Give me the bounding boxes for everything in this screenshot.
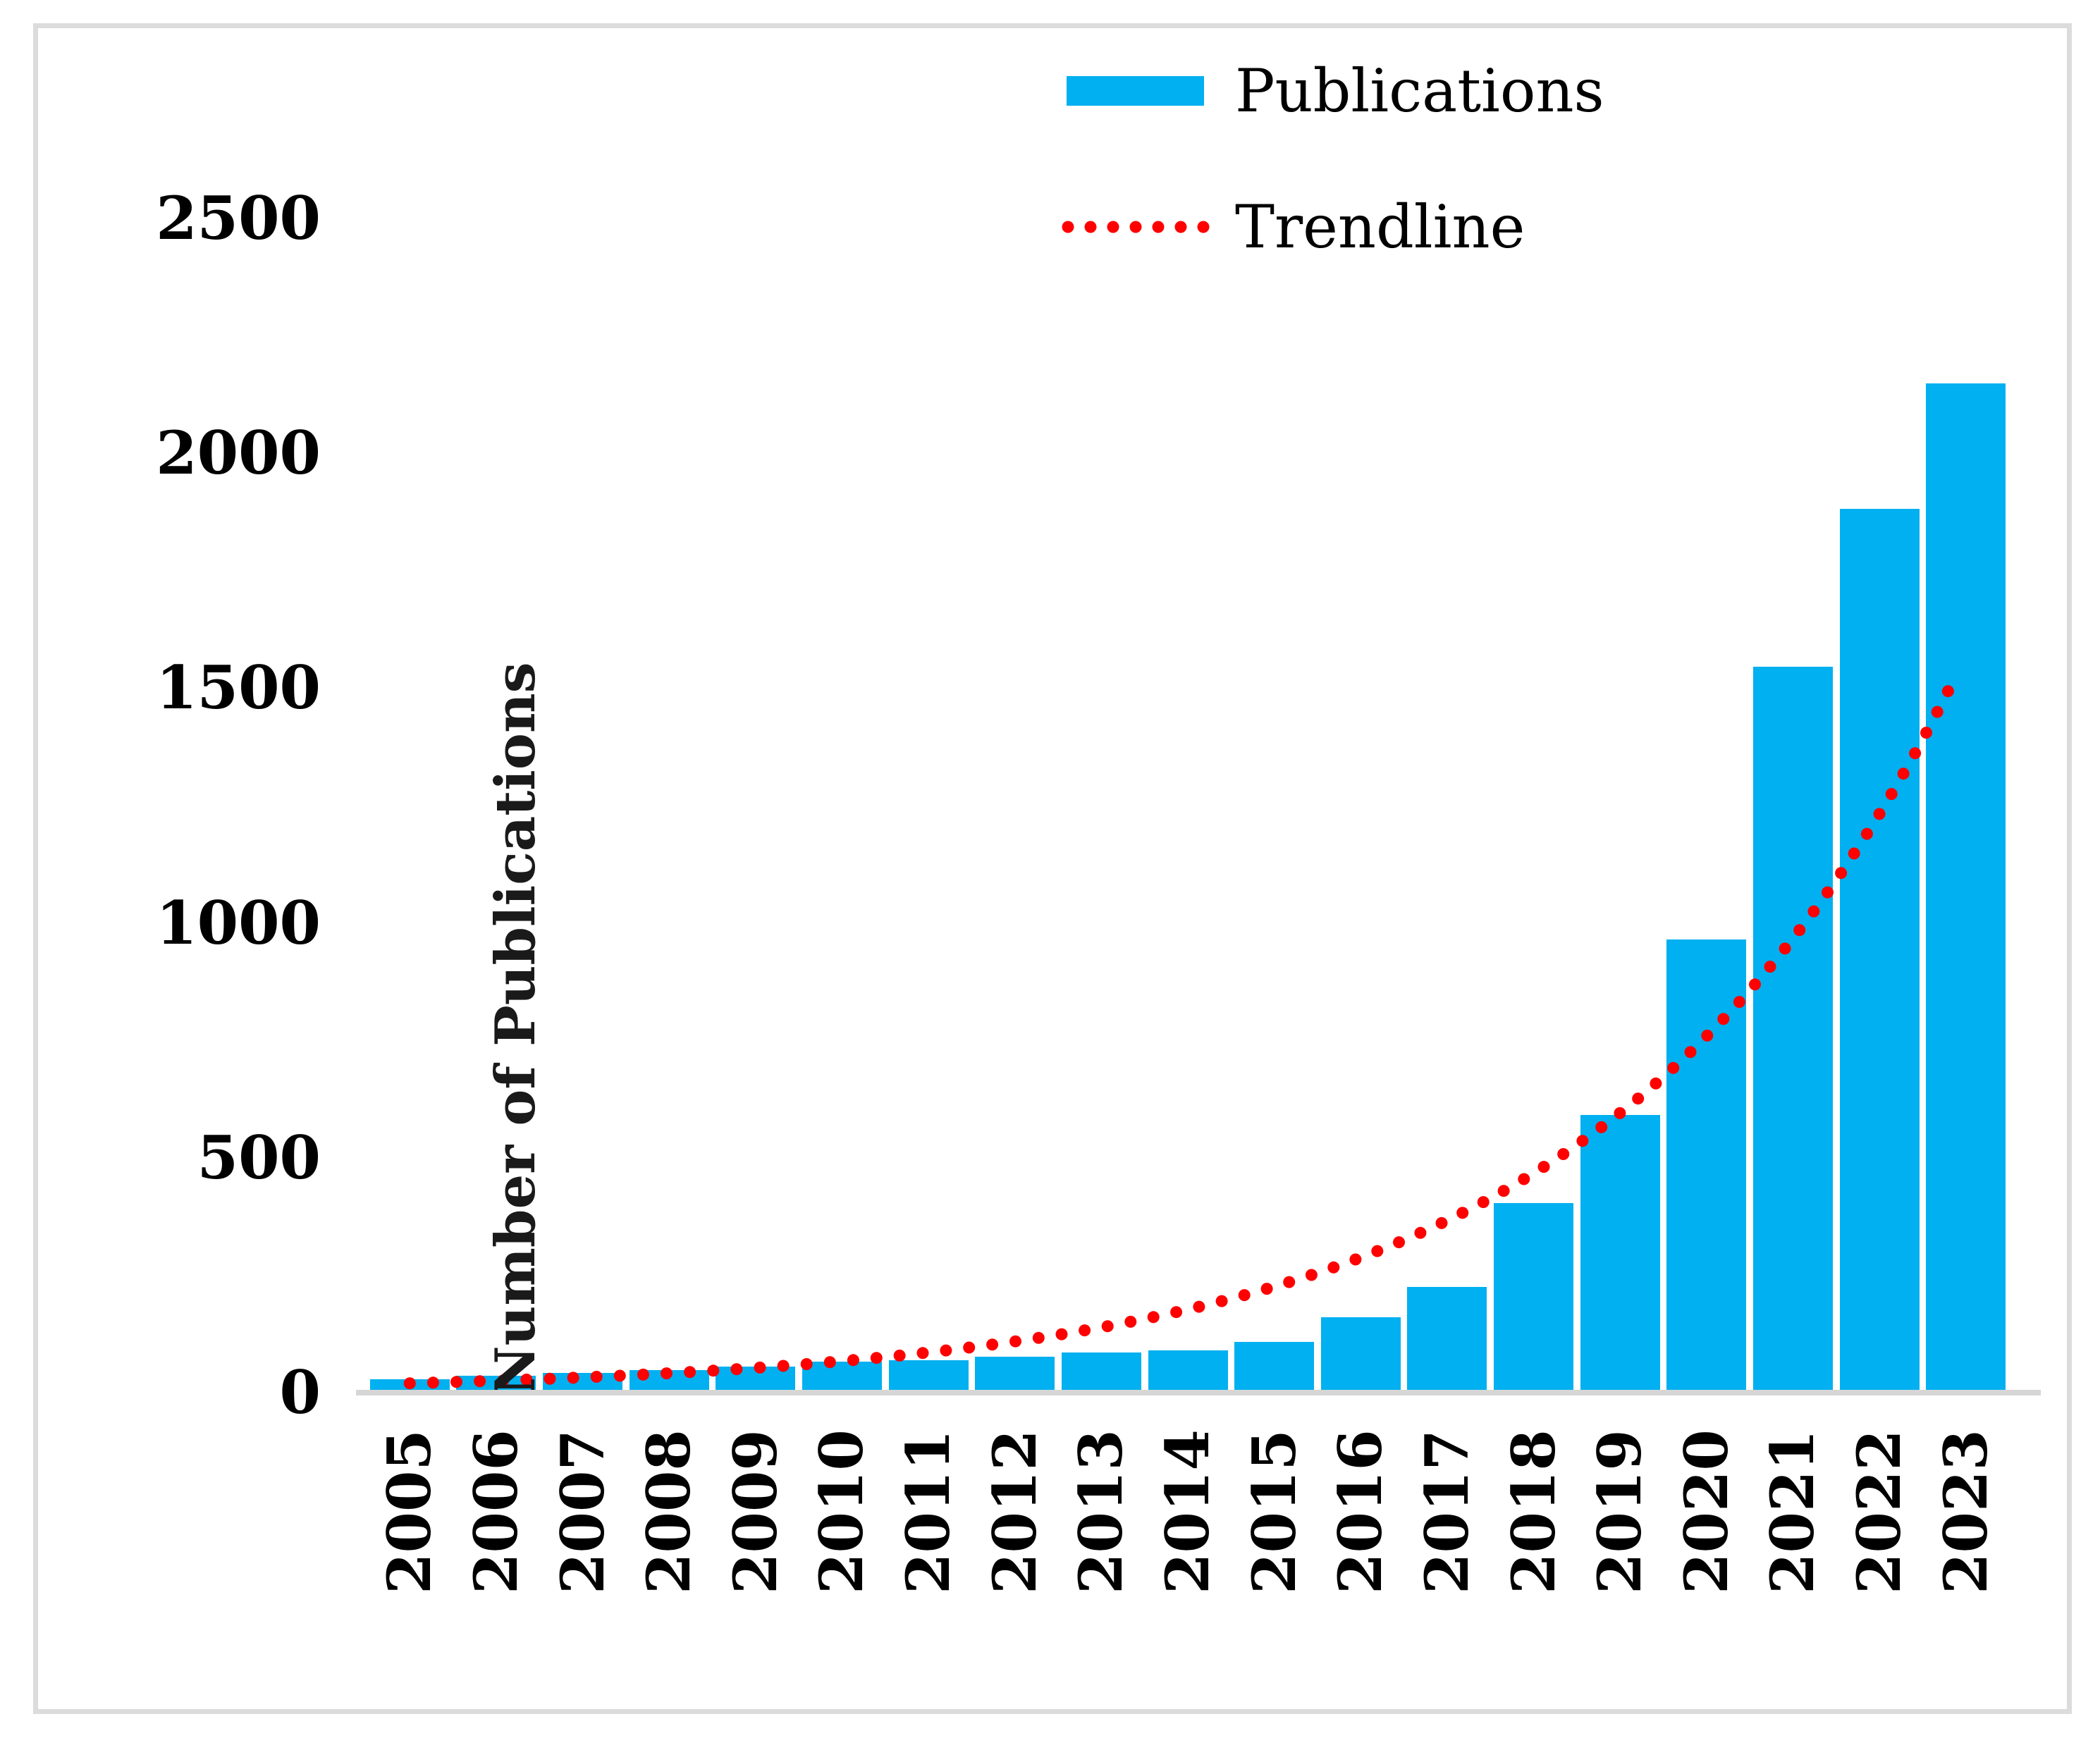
bar-2021 bbox=[1752, 666, 1833, 1393]
x-tick-2012: 2012 bbox=[979, 1429, 1050, 1594]
bar-2019 bbox=[1580, 1115, 1660, 1393]
x-tick-2017: 2017 bbox=[1411, 1429, 1482, 1594]
trendline-dots bbox=[403, 685, 1954, 1390]
bar-2023 bbox=[1926, 383, 2006, 1393]
x-tick-2021: 2021 bbox=[1757, 1429, 1828, 1594]
bar-2015 bbox=[1234, 1342, 1315, 1393]
x-axis-line bbox=[356, 1390, 2041, 1395]
x-tick-2022: 2022 bbox=[1844, 1429, 1915, 1594]
x-tick-2023: 2023 bbox=[1930, 1429, 2001, 1594]
legend-publications-label: Publications bbox=[1235, 56, 1604, 125]
x-tick-2006: 2006 bbox=[460, 1429, 531, 1594]
bar-2012 bbox=[975, 1357, 1055, 1393]
x-tick-2008: 2008 bbox=[634, 1429, 704, 1594]
x-tick-2009: 2009 bbox=[720, 1429, 790, 1594]
x-tick-2014: 2014 bbox=[1153, 1429, 1222, 1594]
bar-2018 bbox=[1494, 1203, 1574, 1393]
x-tick-2019: 2019 bbox=[1585, 1429, 1655, 1594]
x-tick-2005: 2005 bbox=[374, 1429, 445, 1594]
plot-area: Number of Publications Year of Publicati… bbox=[367, 218, 2009, 1396]
x-tick-2011: 2011 bbox=[893, 1429, 964, 1594]
bar-2011 bbox=[888, 1360, 969, 1393]
bar-2007 bbox=[543, 1373, 623, 1393]
legend-publications-swatch bbox=[1067, 76, 1204, 106]
bar-2016 bbox=[1320, 1317, 1401, 1393]
trendline-dotted-curve bbox=[403, 685, 1954, 1390]
bar-2017 bbox=[1407, 1287, 1487, 1393]
x-tick-2020: 2020 bbox=[1671, 1429, 1741, 1594]
x-tick-2015: 2015 bbox=[1239, 1429, 1309, 1594]
y-tick-0: 0 bbox=[279, 1357, 321, 1427]
bar-2014 bbox=[1148, 1350, 1228, 1393]
legend-trendline-label: Trendline bbox=[1235, 192, 1525, 261]
x-tick-2018: 2018 bbox=[1498, 1429, 1568, 1594]
x-tick-2013: 2013 bbox=[1066, 1429, 1136, 1594]
y-tick-1500: 1500 bbox=[156, 653, 321, 723]
legend-trendline-dotted-swatch bbox=[1062, 221, 1210, 233]
bar-2010 bbox=[802, 1362, 882, 1393]
bar-2013 bbox=[1061, 1352, 1141, 1393]
y-tick-2000: 2000 bbox=[156, 418, 321, 488]
figure-border bbox=[33, 23, 2072, 1714]
y-tick-1000: 1000 bbox=[156, 887, 321, 958]
bar-2022 bbox=[1839, 508, 1920, 1393]
y-tick-500: 500 bbox=[197, 1122, 321, 1192]
bar-2020 bbox=[1666, 939, 1747, 1393]
x-tick-2010: 2010 bbox=[806, 1429, 877, 1594]
y-tick-2500: 2500 bbox=[156, 183, 321, 253]
y-axis-title: Number of Publications bbox=[484, 662, 548, 1396]
x-tick-2016: 2016 bbox=[1325, 1429, 1396, 1594]
x-tick-2007: 2007 bbox=[547, 1429, 618, 1594]
